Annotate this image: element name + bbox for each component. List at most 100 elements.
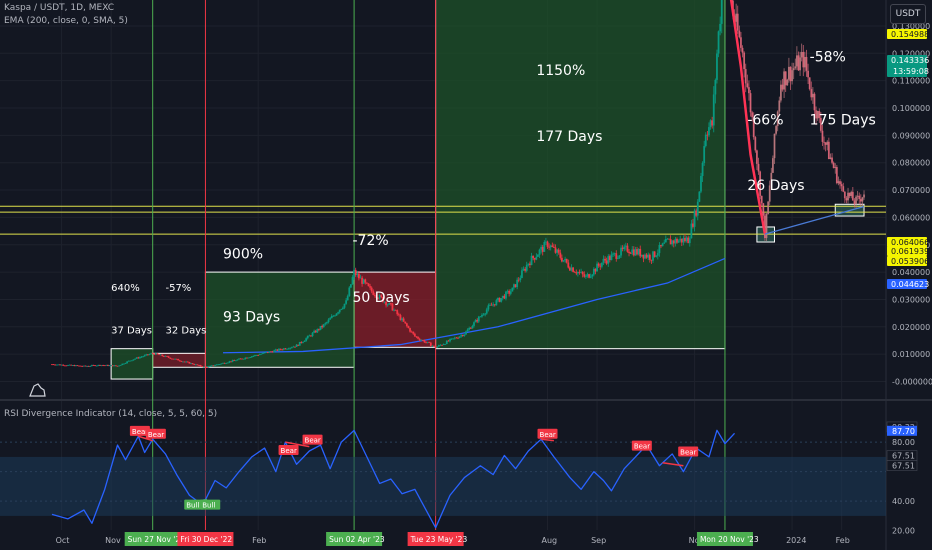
candle-body [383,301,386,303]
bear-signal-label: Bear [680,448,696,456]
candle-body [94,365,97,367]
candle-body [795,55,798,67]
candle-body [113,365,116,367]
bull-signal-label: Bull [202,502,215,510]
candle-body [709,120,712,128]
candle-body [498,297,501,302]
price-value-label: 0.154988 [891,30,929,39]
candle-body [549,245,552,248]
candle-body [359,277,362,279]
divergence-line-0 [138,435,153,442]
candle-body [476,319,479,322]
candle-body [736,13,739,31]
candle-body [792,68,795,71]
candle-body [433,345,435,347]
candle-body [110,365,113,367]
candle-body [751,112,754,118]
trendline[interactable] [764,205,865,235]
candle-body [324,323,327,325]
measure-zone-4[interactable] [435,0,726,350]
candle-body [436,346,439,348]
candle-body [764,215,766,239]
candle-body [484,313,487,315]
candle-body [843,191,846,199]
candle-body [393,309,395,311]
rsi-indicator-label[interactable]: RSI Divergence Indicator (14, close, 5, … [4,409,218,419]
candle-body [556,249,559,253]
candle-body [313,330,316,333]
candle-body [162,356,165,357]
candle-body [236,359,239,361]
zone-annotation-10: -66% [747,112,783,128]
ema-indicator-label[interactable]: EMA (200, close, 0, SMA, 5) [4,16,128,26]
candle-body [762,203,765,216]
candle-body [135,357,138,359]
symbol-title[interactable]: Kaspa / USDT, 1D, MEXC [4,3,115,13]
candle-body [576,271,579,274]
candle-body [695,210,698,216]
candle-body [60,364,63,366]
candle-body [525,264,528,271]
candle-body [278,348,280,351]
candle-body [557,249,560,253]
candle-body [599,265,602,267]
candle-body [701,162,704,177]
date-tick-label: No [689,536,700,545]
candle-body [145,354,148,356]
candle-body [244,357,247,359]
candle-body [413,333,416,337]
candle-body [786,79,789,86]
candle-body [431,345,434,347]
candle-body [703,146,706,163]
candle-body [680,238,683,243]
candle-body [835,167,838,184]
candle-body [281,349,284,351]
candle-body [348,287,351,297]
zone-annotation-12: -58% [810,50,846,66]
bull-signal-label-bg [200,499,221,510]
candle-body [217,364,220,366]
candle-body [142,356,144,358]
candle-body [404,321,407,324]
candle-body [581,271,584,275]
candle-body [624,245,627,247]
candle-body [377,297,379,299]
candle-body [859,199,862,202]
candle-body [457,337,459,339]
candle-body [415,336,418,338]
bear-signal-label: Bear [634,443,650,451]
candle-body [802,52,805,68]
candle-body [51,364,53,366]
measure-zone-0[interactable] [110,348,154,380]
currency-button[interactable]: USDT [890,4,926,24]
zone-annotation-2: -57% [165,283,191,294]
candle-body [405,323,408,327]
candle-body [562,260,565,262]
candle-body [497,297,499,301]
candle-body [447,340,450,342]
candle-body [720,0,723,24]
candle-body [215,364,218,366]
bear-signal-label: Bear [281,447,297,455]
candle-body [286,348,288,350]
candle-body [538,249,541,255]
candle-body [202,366,205,368]
candle-body [369,286,371,288]
candle-body [201,366,204,367]
candle-body [735,13,738,22]
candle-body [815,110,817,119]
candle-body [87,366,90,367]
candle-body [529,263,531,266]
candle-body [169,357,172,359]
date-marker-label-bg [696,532,753,546]
decline-path[interactable] [725,0,767,235]
candle-body [159,354,162,356]
candle-body [102,365,105,367]
candle-body [628,251,630,254]
candle-body [620,247,622,256]
candle-body [353,269,355,278]
candle-body [255,355,258,356]
date-marker-label-bg [326,532,383,546]
candle-body [648,254,651,260]
